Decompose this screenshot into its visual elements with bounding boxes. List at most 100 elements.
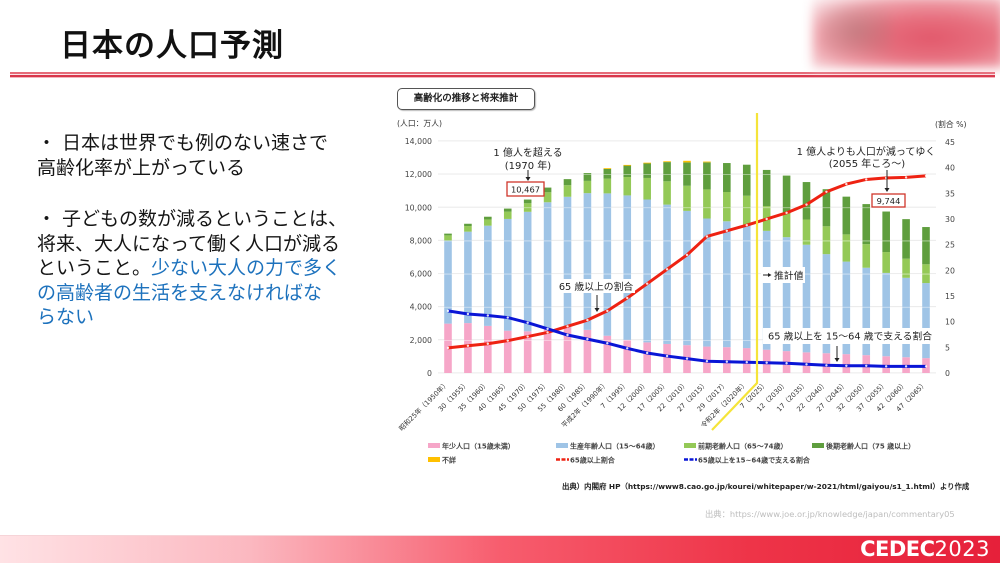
bar-segment-unknown: [683, 160, 691, 163]
y-tick-label-left: 10,000: [405, 203, 432, 212]
bar-segment-early-elderly: [623, 177, 632, 196]
bar-segment-early-elderly: [862, 244, 871, 268]
bar-segment-late-elderly: [842, 196, 851, 235]
support-ratio-line-marker: [705, 359, 709, 363]
y-axis-label-right: (割合 %): [935, 119, 967, 129]
bar-segment-early-elderly: [663, 181, 671, 205]
legend-label-young: 年少人口（15歳未満）: [442, 442, 515, 451]
bar-segment-working: [862, 267, 871, 356]
aging-rate-line-marker: [845, 182, 848, 186]
bar-segment-early-elderly: [464, 226, 472, 232]
bar-segment-late-elderly: [782, 175, 791, 214]
bullet-1: ・ 日本は世界でも例のない速さで 高齢化率が上がっている: [37, 131, 347, 180]
bar-segment-young: [723, 347, 731, 373]
legend-item-aging-rate: 65歳以上割合: [556, 456, 616, 465]
bar-segment-early-elderly: [822, 226, 831, 255]
chart-legend: 年少人口（15歳未満） 生産年齢人口（15〜64歳） 前期老齢人口（65〜74歳…: [428, 442, 915, 465]
annotation-below-100m-value: 9,744: [877, 196, 901, 206]
bar-segment-young: [523, 331, 532, 373]
cedec-logo: CEDEC2023: [860, 537, 990, 561]
bar-segment-working: [683, 210, 691, 346]
y-tick-label-left: 14,000: [405, 137, 432, 146]
annotation-below-100m-box: [871, 193, 906, 208]
support-ratio-line-marker: [725, 360, 729, 363]
bar-segment-working: [543, 202, 552, 328]
bar-segment-young: [484, 325, 492, 373]
y-tick-labels: 0 2,000 4,000 6,000 8,000 10,000 12,000 14,000 0…: [405, 137, 955, 378]
bar-segment-late-elderly: [663, 162, 671, 182]
arrow-right-icon: [763, 273, 772, 277]
annotation-aging-rate-label: 65 歳以上の割合: [559, 280, 634, 293]
legend-item-unknown: 不詳: [428, 456, 456, 465]
bar-segment-unknown: [703, 161, 711, 163]
y-tick-label-right: 15: [945, 292, 955, 301]
bar-segment-young: [563, 327, 572, 373]
source-citation-secondary: 出典：https://www.joe.or.jp/knowledge/japan…: [705, 509, 955, 519]
support-ratio-line-marker: [825, 364, 828, 367]
bar-segment-late-elderly: [862, 204, 871, 245]
legend-swatch-unknown: [428, 457, 440, 462]
bar-segment-late-elderly: [464, 223, 472, 227]
bar-segment-young: [862, 355, 871, 373]
annotation-estimate: 推計値: [761, 267, 805, 283]
bar-segment-young: [663, 343, 671, 373]
bar-segment-early-elderly: [603, 178, 612, 194]
bullet-1-line-1: ・ 日本は世界でも例のない速さで: [37, 132, 329, 154]
aging-rate-line-marker: [865, 178, 868, 181]
legend-swatch-young: [428, 443, 440, 448]
bar-segment-early-elderly: [742, 195, 751, 225]
aging-rate-line-marker: [924, 174, 928, 178]
bar-segment-working: [842, 261, 851, 355]
y-tick-label-right: 30: [945, 215, 955, 224]
y-tick-label-left: 2,000: [410, 336, 432, 345]
bar-segment-late-elderly: [922, 227, 930, 265]
support-ratio-line-marker: [645, 351, 649, 355]
y-tick-label-right: 40: [945, 164, 955, 173]
y-tick-label-left: 0: [427, 369, 432, 378]
support-ratio-line-marker: [845, 364, 848, 368]
bar-segment-early-elderly: [842, 234, 851, 262]
annotation-support-ratio-label: 65 歳以上を 15〜64 歳で支える割合: [768, 330, 932, 343]
bar-segment-working: [523, 211, 532, 332]
arrow-down-icon: [594, 295, 600, 312]
annotation-below-100m: 1 億人よりも人口が減ってゆく (2055 年ころ〜) 9,744: [797, 145, 935, 208]
bar-segment-young: [464, 323, 472, 373]
bar-segment-working: [503, 218, 512, 331]
bar-segment-early-elderly: [583, 180, 592, 194]
legend-label-working: 生産年齢人口（15〜64歳）: [570, 442, 659, 451]
bar-segment-young: [503, 330, 512, 373]
bullet-2-line-1: ・ 子どもの数が減るということは、: [37, 208, 348, 230]
legend-label-late-elderly: 後期老齢人口（75 歳以上）: [825, 442, 915, 451]
bullet-2-emphasis-start: 少ない大人の力で多く: [151, 257, 342, 279]
bar-segment-young: [822, 353, 831, 373]
support-ratio-line-marker: [566, 333, 569, 337]
bar-segment-late-elderly: [583, 173, 592, 181]
aging-rate-line-marker: [446, 346, 450, 350]
bar-segment-working: [444, 240, 452, 324]
arrow-down-icon: [834, 346, 840, 362]
bar-segment-working: [762, 230, 771, 350]
bar-segment-unknown: [603, 168, 612, 169]
bar-segment-working: [703, 218, 711, 347]
bar-segment-working: [484, 225, 492, 326]
bar-segment-young: [802, 352, 811, 373]
bar-segment-working: [882, 272, 890, 357]
legend-item-early-elderly: 前期老齢人口（65〜74歳）: [684, 442, 787, 451]
y-tick-label-left: 8,000: [410, 236, 432, 245]
legend-label-support-ratio: 65歳以上を15~64歳で支える割合: [698, 456, 811, 465]
bullet-2-line-3: ということ。少ない大人の力で多く: [37, 256, 347, 281]
y-tick-label-left: 6,000: [410, 270, 432, 279]
support-ratio-line-marker: [865, 364, 868, 368]
annotation-exceed-100m: 1 億人を超える (1970 年) 10,467: [493, 146, 563, 197]
bullet-2-line-5: らない: [37, 306, 95, 328]
bar-segment-late-elderly: [623, 165, 632, 178]
y-tick-label-left: 12,000: [405, 170, 432, 179]
bar-segment-late-elderly: [683, 162, 691, 186]
bar-segment-early-elderly: [444, 235, 452, 241]
bar-segment-unknown: [623, 164, 632, 166]
chart-title: 高齢化の推移と将来推計: [397, 88, 535, 110]
bar-segment-young: [882, 356, 890, 373]
support-ratio-line-marker: [466, 312, 470, 316]
bar-segment-early-elderly: [643, 177, 651, 200]
y-tick-label-right: 0: [945, 369, 950, 378]
